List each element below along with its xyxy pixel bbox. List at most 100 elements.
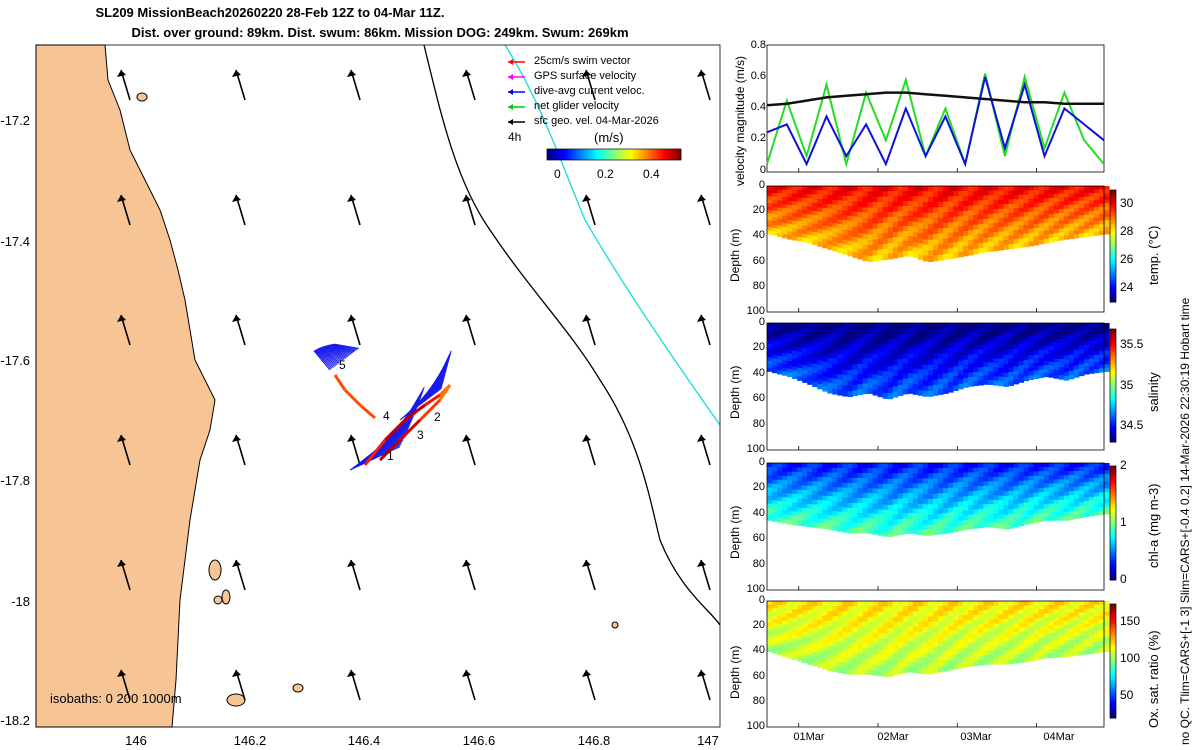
heat-cell — [797, 363, 803, 369]
heat-cell — [887, 494, 894, 501]
heat-cell — [847, 647, 854, 654]
heat-cell — [917, 201, 924, 208]
heat-cell — [943, 196, 949, 203]
heat-cell — [948, 337, 954, 344]
heat-cell — [817, 495, 823, 501]
heat-cell — [1083, 623, 1090, 629]
heat-cell — [988, 659, 994, 665]
heat-cell — [912, 373, 919, 380]
heat-cell — [872, 338, 879, 345]
heat-cell — [797, 347, 803, 353]
map-colorbar-cell — [600, 149, 602, 160]
heat-cell — [1038, 194, 1045, 199]
heat-cell — [817, 523, 823, 529]
legend-sfc-geo: sfc geo. vel. 04-Mar-2026 — [534, 115, 659, 127]
cyan-line — [504, 44, 721, 426]
heat-cell — [1013, 627, 1020, 633]
heat-cell — [1063, 201, 1070, 206]
heat-cell — [802, 601, 808, 606]
heat-cell — [922, 632, 929, 638]
heat-cell — [877, 654, 884, 661]
map-colorbar-cell — [574, 149, 576, 160]
heat-cell — [1023, 186, 1030, 191]
heat-cell — [1048, 225, 1055, 231]
figure-title-line2: Dist. over ground: 89km. Dist. swum: 86k… — [131, 25, 629, 40]
heat-cell — [792, 634, 798, 640]
heat-panel-frame — [766, 462, 1105, 591]
heat-cell — [927, 601, 934, 607]
colorbar-cell — [1110, 483, 1116, 487]
dive-avg-vector — [314, 349, 333, 369]
heat-cell — [792, 189, 798, 195]
heat-cell — [1058, 499, 1065, 505]
heat-cell — [862, 616, 869, 623]
heat-cell — [882, 387, 889, 394]
heat-cell — [968, 491, 974, 497]
heat-cell — [1048, 186, 1055, 191]
heat-cell — [968, 661, 974, 667]
heat-cell — [767, 223, 773, 228]
heat-cell — [882, 333, 889, 340]
heat-cell — [787, 515, 793, 521]
heat-cell — [1028, 224, 1035, 230]
heat-cell — [1078, 323, 1085, 328]
heat-cell — [978, 518, 984, 524]
heat-cell — [802, 649, 808, 655]
heat-cell — [917, 621, 924, 628]
heat-cell — [822, 221, 828, 227]
heat-cell — [797, 463, 803, 469]
heat-cell — [932, 201, 939, 208]
heat-cell — [1063, 511, 1070, 517]
heat-cell — [1053, 467, 1060, 472]
heat-cell — [1073, 226, 1080, 231]
heat-cell — [973, 614, 979, 621]
heat-cell — [902, 353, 909, 359]
heat-cell — [852, 186, 859, 192]
heat-cell — [852, 226, 859, 233]
heat-cell — [983, 327, 989, 333]
map-colorbar-cell — [636, 149, 638, 160]
heat-cell — [1043, 637, 1050, 643]
heat-cell — [877, 499, 884, 505]
heat-cell — [1098, 336, 1105, 342]
heat-cell — [797, 213, 803, 218]
heat-cell — [787, 633, 793, 639]
heat-cell — [807, 623, 813, 629]
heat-cell — [822, 208, 828, 214]
heat-cell — [1098, 488, 1105, 493]
heat-cell — [812, 219, 818, 225]
heat-cell — [1038, 487, 1045, 493]
heat-cell — [1048, 237, 1055, 243]
vel-ytick: 0.2 — [750, 132, 766, 144]
heat-cell — [837, 209, 843, 216]
heat-cell — [877, 349, 884, 356]
heat-cell — [1048, 641, 1055, 646]
heat-cell — [1083, 214, 1090, 220]
heat-cell — [872, 648, 879, 655]
map-colorbar-cell — [594, 149, 596, 160]
heat-cell — [862, 228, 869, 235]
heat-cell — [877, 359, 884, 366]
heat-cell — [1098, 203, 1105, 208]
heat-cell — [862, 363, 869, 369]
heat-cell — [968, 235, 974, 241]
heat-cell — [822, 664, 828, 670]
heat-cell — [978, 200, 984, 206]
heat-cell — [867, 658, 874, 665]
heat-cell — [968, 200, 974, 207]
net-velocity-segment — [383, 418, 407, 442]
heat-cell — [1003, 195, 1009, 201]
heat-cell — [1003, 514, 1009, 521]
heat-cell — [1104, 481, 1110, 486]
heat-cell — [887, 638, 894, 645]
heat-cell — [922, 234, 929, 240]
heat-cell — [917, 233, 924, 239]
heat-cell — [832, 190, 838, 196]
map-colorbar-cell — [634, 149, 636, 160]
heat-cell — [993, 186, 999, 192]
heat-cell — [1058, 601, 1065, 606]
heat-cell — [802, 627, 808, 633]
heat-cell — [1063, 339, 1070, 344]
heat-cell — [1013, 331, 1020, 337]
heat-cell — [1083, 627, 1090, 632]
